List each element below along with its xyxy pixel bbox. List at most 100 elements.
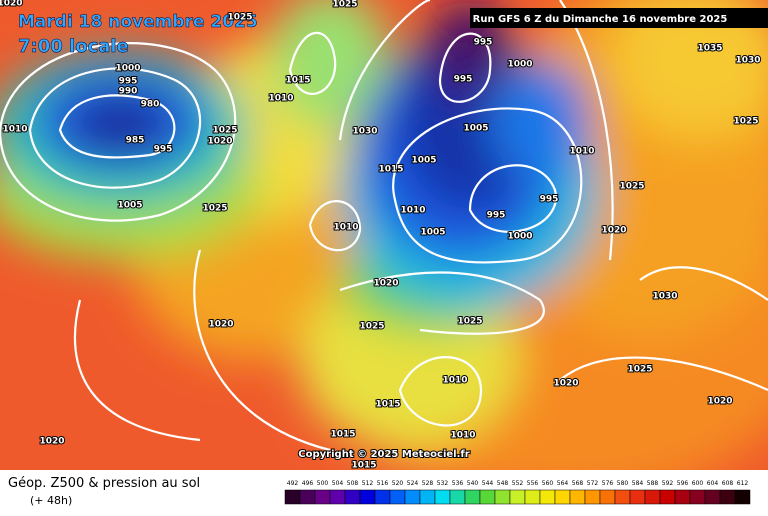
isobar-label: 1020: [207, 137, 232, 147]
legend-label: 524: [407, 480, 419, 487]
legend-label: 556: [527, 480, 539, 487]
isobar-label: 1015: [375, 400, 400, 410]
legend-swatch: [479, 489, 496, 505]
legend-label: 540: [467, 480, 479, 487]
isobar-label: 1000: [507, 60, 532, 70]
isobar-label: 1010: [268, 94, 293, 104]
legend-label: 500: [317, 480, 329, 487]
isobar-label: 1000: [507, 232, 532, 242]
legend-label: 608: [722, 480, 734, 487]
isobar-label: 1010: [333, 223, 358, 233]
footer-title: Géop. Z500 & pression au sol: [8, 476, 200, 491]
isobar-label: 1030: [735, 56, 760, 66]
isobar-label: 1025: [202, 204, 227, 214]
isobar-label: 1010: [2, 125, 27, 135]
isobar-label: 980: [141, 100, 160, 110]
copyright: Copyright © 2025 Meteociel.fr: [298, 449, 469, 460]
legend-label: 520: [392, 480, 404, 487]
run-info: Run GFS 6 Z du Dimanche 16 novembre 2025: [473, 14, 728, 25]
isobar-label: 1025: [733, 117, 758, 127]
legend-swatch: [344, 489, 361, 505]
isobar-label: 1005: [463, 124, 488, 134]
isobar-label: 1015: [378, 165, 403, 175]
legend-swatch: [419, 489, 436, 505]
legend-label: 572: [587, 480, 599, 487]
isobar-label: 1025: [359, 322, 384, 332]
legend-swatch: [329, 489, 346, 505]
legend-label: 548: [497, 480, 509, 487]
legend-label: 580: [617, 480, 629, 487]
isobar-label: 1015: [351, 461, 376, 471]
legend-swatch: [284, 489, 301, 505]
legend-swatch: [704, 489, 721, 505]
isobar-label: 1015: [285, 76, 310, 86]
z500-field: [0, 0, 768, 470]
legend-label: 596: [677, 480, 689, 487]
map-time: 7:00 locale: [18, 36, 129, 57]
legend-swatch: [629, 489, 646, 505]
legend-swatch: [389, 489, 406, 505]
isobar-label: 1005: [420, 228, 445, 238]
legend-label: 604: [707, 480, 719, 487]
legend-label: 552: [512, 480, 524, 487]
legend-label: 536: [452, 480, 464, 487]
legend-swatch: [659, 489, 676, 505]
isobar-label: 1030: [352, 127, 377, 137]
legend-swatch: [524, 489, 541, 505]
legend-label: 532: [437, 480, 449, 487]
isobar-label: 1025: [457, 317, 482, 327]
legend-label: 508: [347, 480, 359, 487]
legend-swatch: [554, 489, 571, 505]
isobar-label: 1025: [332, 0, 357, 10]
legend-swatch: [509, 489, 526, 505]
legend-swatch: [434, 489, 451, 505]
isobar-label: 1020: [208, 320, 233, 330]
isobar-label: 1020: [373, 279, 398, 289]
isobar-label: 1020: [601, 226, 626, 236]
legend-label: 576: [602, 480, 614, 487]
legend-label: 584: [632, 480, 644, 487]
isobar-label: 1025: [627, 365, 652, 375]
isobar-label: 995: [474, 38, 493, 48]
legend-swatch: [599, 489, 616, 505]
legend-swatch: [584, 489, 601, 505]
legend-swatch: [644, 489, 661, 505]
isobar-label: 1010: [450, 431, 475, 441]
isobar-label: 985: [126, 136, 145, 146]
isobar-label: 990: [119, 87, 138, 97]
isobar-label: 995: [154, 145, 173, 155]
legend-swatch: [674, 489, 691, 505]
legend-label: 592: [662, 480, 674, 487]
isobar-label: 995: [454, 75, 473, 85]
isobar-label: 995: [119, 77, 138, 87]
legend-swatch: [494, 489, 511, 505]
legend-swatch: [299, 489, 316, 505]
legend-swatch: [359, 489, 376, 505]
legend-label: 560: [542, 480, 554, 487]
isobar-label: 1000: [115, 64, 140, 74]
isobar-label: 1005: [117, 201, 142, 211]
legend-label: 600: [692, 480, 704, 487]
legend-label: 496: [302, 480, 314, 487]
legend: 492 496 500 504 508 512 516 520 524 528 532 536 540 5…: [284, 480, 751, 505]
legend-label: 612: [737, 480, 749, 487]
isobar-label: 1005: [411, 156, 436, 166]
legend-label: 544: [482, 480, 494, 487]
legend-label: 504: [332, 480, 344, 487]
legend-label: 516: [377, 480, 389, 487]
legend-label: 564: [557, 480, 569, 487]
legend-swatch: [569, 489, 586, 505]
isobar-label: 1010: [442, 376, 467, 386]
isobar-label: 1025: [212, 126, 237, 136]
legend-swatch: [314, 489, 331, 505]
legend-label: 492: [287, 480, 299, 487]
isobar-label: 1020: [707, 397, 732, 407]
isobar-label: 995: [540, 195, 559, 205]
legend-swatch: [404, 489, 421, 505]
isobar-label: 1035: [697, 44, 722, 54]
legend-swatch: [464, 489, 481, 505]
run-banner: [470, 8, 768, 28]
legend-swatch: [689, 489, 706, 505]
